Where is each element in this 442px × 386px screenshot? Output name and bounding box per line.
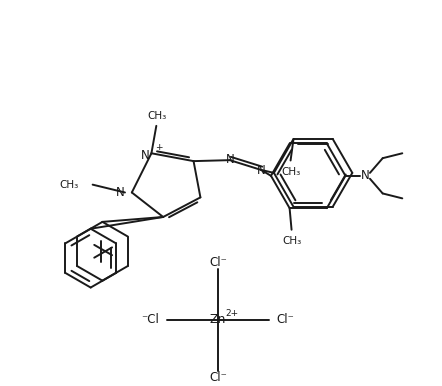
Text: N: N	[116, 186, 125, 199]
Text: CH₃: CH₃	[281, 167, 300, 177]
Text: N: N	[257, 164, 266, 178]
Text: N: N	[361, 169, 370, 182]
Text: N: N	[225, 152, 234, 166]
Text: CH₃: CH₃	[60, 179, 79, 190]
Text: +: +	[156, 143, 163, 152]
Text: Cl⁻: Cl⁻	[209, 256, 227, 269]
Text: CH₃: CH₃	[282, 237, 301, 247]
Text: 2+: 2+	[225, 308, 238, 318]
Text: N: N	[141, 149, 149, 162]
Text: CH₃: CH₃	[148, 111, 167, 121]
Text: ⁻Cl: ⁻Cl	[141, 313, 159, 327]
Text: Zn: Zn	[210, 313, 226, 327]
Text: Cl⁻: Cl⁻	[277, 313, 295, 327]
Text: Cl⁻: Cl⁻	[209, 371, 227, 384]
